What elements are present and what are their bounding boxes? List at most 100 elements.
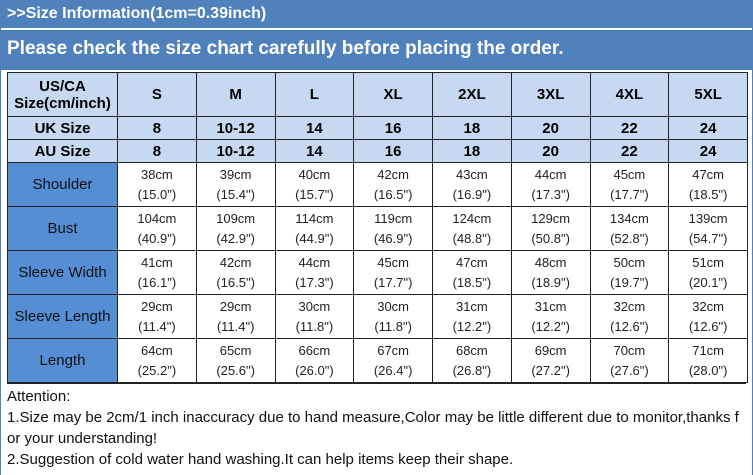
measurement-cell: 64cm (25.2") bbox=[117, 338, 197, 383]
cm-value: 109cm bbox=[216, 210, 256, 226]
inch-value: (27.6") bbox=[610, 362, 649, 378]
inch-value: (26.8") bbox=[452, 362, 492, 378]
measurement-cell: 70cm (27.6") bbox=[589, 338, 670, 383]
inch-value: (17.7") bbox=[373, 274, 413, 290]
inch-value: (44.9") bbox=[295, 230, 334, 246]
measurement-cell: 48cm (18.9") bbox=[510, 250, 591, 295]
cm-value: 44cm bbox=[298, 254, 331, 270]
inch-value: (16.5") bbox=[216, 274, 255, 290]
inch-value: (11.4") bbox=[138, 318, 176, 334]
size-value: 18 bbox=[432, 116, 512, 140]
size-value: 24 bbox=[668, 139, 748, 163]
cm-value: 39cm bbox=[219, 166, 252, 182]
measurement-cell: 44cm (17.3") bbox=[274, 250, 355, 295]
cm-value: 43cm bbox=[455, 166, 488, 182]
corner-text: US/CA bbox=[39, 77, 86, 95]
corner-text: Size(cm/inch) bbox=[14, 94, 111, 112]
size-header: L bbox=[274, 72, 355, 117]
measurement-cell: 124cm (48.8") bbox=[432, 206, 512, 251]
inch-value: (18.9") bbox=[531, 274, 570, 290]
measurement-cell: 41cm (16.1") bbox=[117, 250, 197, 295]
cm-value: 44cm bbox=[534, 166, 567, 182]
size-header: 4XL bbox=[589, 72, 670, 117]
inch-value: (11.8") bbox=[374, 318, 412, 334]
inch-value: (25.6") bbox=[216, 362, 255, 378]
inch-value: (27.2") bbox=[531, 362, 570, 378]
inch-value: (17.3") bbox=[531, 186, 570, 202]
measurement-cell: 32cm (12.6") bbox=[668, 294, 748, 339]
measurement-cell: 67cm (26.4") bbox=[353, 338, 433, 383]
inch-value: (48.8") bbox=[452, 230, 492, 246]
size-header: 3XL bbox=[510, 72, 591, 117]
inch-value: (26.4") bbox=[373, 362, 413, 378]
cm-value: 47cm bbox=[455, 254, 488, 270]
measurement-cell: 69cm (27.2") bbox=[510, 338, 591, 383]
measurement-row: Sleeve Length 29cm (11.4") 29cm (11.4") 30cm (… bbox=[7, 294, 748, 339]
inch-value: (11.8") bbox=[295, 318, 334, 334]
cm-value: 64cm bbox=[140, 342, 173, 358]
size-value: 18 bbox=[432, 139, 512, 163]
measurement-cell: 119cm (46.9") bbox=[353, 206, 433, 251]
cm-value: 124cm bbox=[452, 210, 492, 226]
size-header: S bbox=[117, 72, 197, 117]
measurement-row: Bust 104cm (40.9") 109cm (42.9") 114cm (44.9")… bbox=[7, 206, 748, 251]
cm-value: 29cm bbox=[140, 298, 173, 314]
header-row: US/CA Size(cm/inch) S M L XL 2XL 3XL 4XL 5XL bbox=[7, 72, 748, 117]
header-notice: Please check the size chart carefully be… bbox=[1, 30, 752, 70]
inch-value: (20.1") bbox=[688, 274, 728, 290]
measurement-cell: 66cm (26.0") bbox=[274, 338, 355, 383]
inch-value: (12.2") bbox=[452, 318, 492, 334]
cm-value: 40cm bbox=[298, 166, 331, 182]
inch-value: (17.3") bbox=[295, 274, 334, 290]
inch-value: (15.0") bbox=[137, 186, 177, 202]
measurement-cell: 43cm (16.9") bbox=[432, 162, 512, 207]
cm-value: 69cm bbox=[534, 342, 567, 358]
inch-value: (11.4") bbox=[216, 318, 255, 334]
row-label: Length bbox=[7, 338, 118, 383]
cm-value: 71cm bbox=[692, 342, 725, 358]
notes-title: Attention: bbox=[7, 388, 71, 405]
row-label: Sleeve Width bbox=[7, 250, 118, 295]
cm-value: 51cm bbox=[692, 254, 725, 270]
size-value: 8 bbox=[117, 116, 197, 140]
size-value: 22 bbox=[589, 139, 670, 163]
size-value: 16 bbox=[353, 116, 433, 140]
inch-value: (18.5") bbox=[688, 186, 728, 202]
measurement-cell: 32cm (12.6") bbox=[589, 294, 670, 339]
measurement-cell: 134cm (52.8") bbox=[589, 206, 670, 251]
note-item: 2.Suggestion of cold water hand washing.… bbox=[7, 451, 514, 468]
measurement-cell: 42cm (16.5") bbox=[195, 250, 276, 295]
measurement-cell: 114cm (44.9") bbox=[274, 206, 355, 251]
cm-value: 30cm bbox=[298, 298, 331, 314]
measurement-cell: 47cm (18.5") bbox=[668, 162, 748, 207]
measurement-cell: 29cm (11.4") bbox=[195, 294, 276, 339]
measurement-cell: 104cm (40.9") bbox=[117, 206, 197, 251]
size-value: 10-12 bbox=[195, 139, 276, 163]
size-value: 20 bbox=[510, 139, 591, 163]
measurement-row: Shoulder 38cm (15.0") 39cm (15.4") 40cm (15.7"… bbox=[7, 162, 748, 207]
note-item: 1.Size may be 2cm/1 inch inaccuracy due … bbox=[7, 409, 739, 447]
cm-value: 42cm bbox=[377, 166, 410, 182]
cm-value: 67cm bbox=[377, 342, 410, 358]
measurement-cell: 42cm (16.5") bbox=[353, 162, 433, 207]
cm-value: 32cm bbox=[692, 298, 725, 314]
measurement-cell: 65cm (25.6") bbox=[195, 338, 276, 383]
size-value: 14 bbox=[274, 116, 355, 140]
inch-value: (15.7") bbox=[295, 186, 334, 202]
inch-value: (42.9") bbox=[216, 230, 255, 246]
header-line: >>Size Information(1cm=0.39inch) bbox=[1, 0, 752, 30]
cm-value: 70cm bbox=[613, 342, 646, 358]
cm-value: 45cm bbox=[613, 166, 646, 182]
inch-value: (46.9") bbox=[373, 230, 413, 246]
measurement-cell: 45cm (17.7") bbox=[353, 250, 433, 295]
cm-value: 38cm bbox=[140, 166, 173, 182]
equivalent-row: UK Size 8 10-12 14 16 18 20 22 24 bbox=[7, 116, 748, 140]
size-table: US/CA Size(cm/inch) S M L XL 2XL 3XL 4XL 5XL UK Si… bbox=[7, 72, 748, 383]
measurement-cell: 40cm (15.7") bbox=[274, 162, 355, 207]
size-value: 20 bbox=[510, 116, 591, 140]
corner-cell: US/CA Size(cm/inch) bbox=[7, 72, 118, 117]
cm-value: 48cm bbox=[534, 254, 567, 270]
measurement-cell: 129cm (50.8") bbox=[510, 206, 591, 251]
inch-value: (18.5") bbox=[452, 274, 492, 290]
cm-value: 31cm bbox=[534, 298, 567, 314]
